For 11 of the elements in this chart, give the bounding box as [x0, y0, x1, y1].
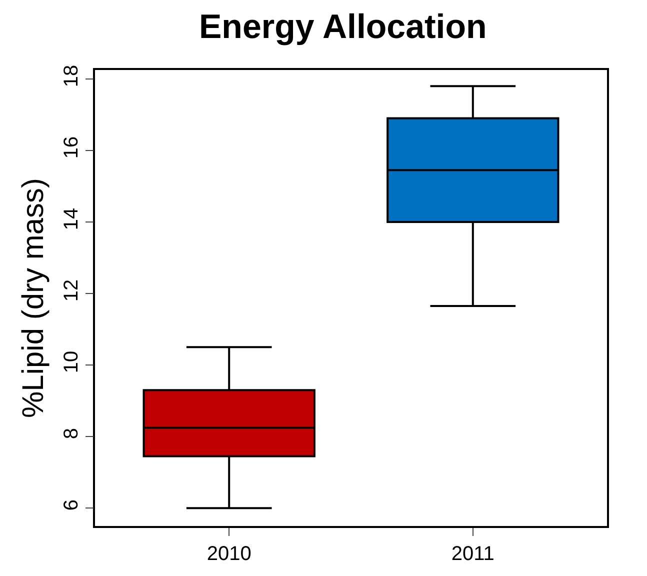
x-tick-label: 2011 — [451, 542, 494, 565]
y-tick-label: 6 — [60, 500, 82, 511]
y-tick-label: 10 — [60, 350, 82, 374]
y-tick-label: 18 — [60, 64, 82, 88]
y-tick-label: 12 — [60, 279, 82, 302]
y-axis-title: %Lipid (dry mass) — [16, 178, 50, 418]
y-tick-label: 14 — [60, 208, 82, 230]
chart-title: Energy Allocation — [199, 8, 487, 46]
y-tick-label: 8 — [60, 428, 82, 440]
y-tick-label: 16 — [60, 136, 82, 159]
x-tick-label: 2010 — [206, 542, 252, 565]
